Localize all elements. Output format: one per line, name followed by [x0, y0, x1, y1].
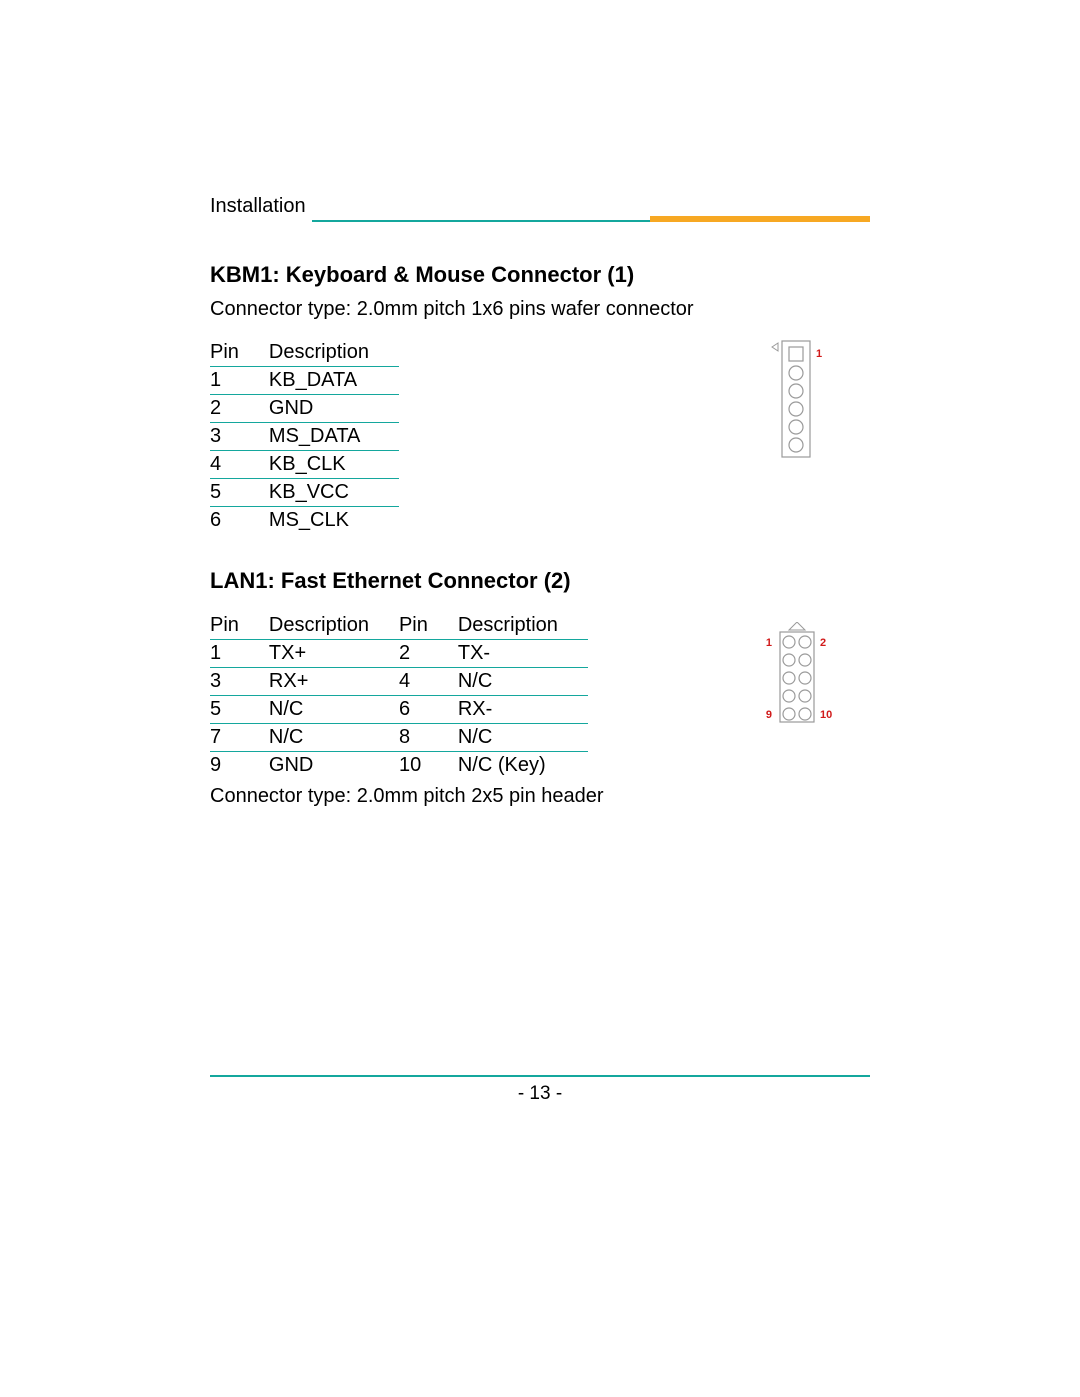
cell-pin: 5 [210, 696, 269, 724]
table-header-row: Pin Description Pin Description [210, 612, 588, 640]
header-rule-orange [650, 216, 870, 222]
footer-rule [210, 1075, 870, 1077]
table-row: 2 GND [210, 395, 399, 423]
col-pin: Pin [399, 612, 458, 640]
cell-desc: MS_DATA [269, 423, 399, 451]
section2-subtext: Connector type: 2.0mm pitch 2x5 pin head… [210, 785, 870, 808]
section1-content: Pin Description 1 KB_DATA 2 GND 3 MS_DAT… [210, 339, 870, 534]
table-row: 3 MS_DATA [210, 423, 399, 451]
cell-pin: 2 [399, 640, 458, 668]
section1-heading: KBM1: Keyboard & Mouse Connector (1) [210, 262, 870, 288]
page-header: Installation [210, 195, 870, 222]
section2-content: Pin Description Pin Description 1 TX+ 2 … [210, 612, 870, 779]
cell-pin: 1 [210, 640, 269, 668]
table-row: 1 KB_DATA [210, 367, 399, 395]
table-row: 7 N/C 8 N/C [210, 724, 588, 752]
cell-desc: KB_VCC [269, 479, 399, 507]
page: Installation KBM1: Keyboard & Mouse Conn… [0, 0, 1080, 1397]
pin1-label: 1 [816, 348, 822, 360]
col-pin: Pin [210, 612, 269, 640]
cell-pin: 4 [399, 668, 458, 696]
lan1-diagram: 1 2 9 10 [760, 622, 870, 747]
table-row: 3 RX+ 4 N/C [210, 668, 588, 696]
cell-pin: 4 [210, 451, 269, 479]
kbm1-pin-table: Pin Description 1 KB_DATA 2 GND 3 MS_DAT… [210, 339, 399, 534]
cell-pin: 5 [210, 479, 269, 507]
pin-label-tr: 2 [820, 637, 826, 649]
table-row: 1 TX+ 2 TX- [210, 640, 588, 668]
section2-heading: LAN1: Fast Ethernet Connector (2) [210, 568, 870, 594]
lan1-pin-table: Pin Description Pin Description 1 TX+ 2 … [210, 612, 588, 779]
table-header-row: Pin Description [210, 339, 399, 367]
cell-desc: N/C [269, 696, 399, 724]
cell-pin: 9 [210, 752, 269, 780]
table-row: 9 GND 10 N/C (Key) [210, 752, 588, 780]
cell-desc: N/C (Key) [458, 752, 588, 780]
cell-desc: N/C [269, 724, 399, 752]
cell-desc: KB_DATA [269, 367, 399, 395]
col-desc: Description [269, 612, 399, 640]
cell-pin: 2 [210, 395, 269, 423]
cell-desc: MS_CLK [269, 507, 399, 535]
cell-desc: GND [269, 752, 399, 780]
cell-pin: 6 [210, 507, 269, 535]
col-desc: Description [458, 612, 588, 640]
cell-desc: RX+ [269, 668, 399, 696]
cell-desc: N/C [458, 668, 588, 696]
header-label: Installation [210, 195, 306, 222]
pin-header-icon: 1 2 9 10 [760, 622, 850, 742]
kbm1-diagram: 1 [770, 339, 870, 474]
cell-desc: KB_CLK [269, 451, 399, 479]
cell-pin: 7 [210, 724, 269, 752]
page-number: - 13 - [0, 1083, 1080, 1105]
col-desc: Description [269, 339, 399, 367]
cell-pin: 1 [210, 367, 269, 395]
table-row: 6 MS_CLK [210, 507, 399, 535]
cell-desc: GND [269, 395, 399, 423]
header-rule [312, 220, 870, 222]
table-row: 5 KB_VCC [210, 479, 399, 507]
pin-label-tl: 1 [766, 637, 772, 649]
cell-desc: TX- [458, 640, 588, 668]
pin-label-bl: 9 [766, 709, 772, 721]
section1-subtext: Connector type: 2.0mm pitch 1x6 pins waf… [210, 298, 870, 321]
cell-desc: N/C [458, 724, 588, 752]
table-row: 4 KB_CLK [210, 451, 399, 479]
cell-desc: TX+ [269, 640, 399, 668]
cell-desc: RX- [458, 696, 588, 724]
wafer-connector-icon: 1 [770, 339, 830, 469]
cell-pin: 8 [399, 724, 458, 752]
cell-pin: 3 [210, 668, 269, 696]
col-pin: Pin [210, 339, 269, 367]
table-row: 5 N/C 6 RX- [210, 696, 588, 724]
pin-label-br: 10 [820, 709, 832, 721]
cell-pin: 3 [210, 423, 269, 451]
cell-pin: 6 [399, 696, 458, 724]
cell-pin: 10 [399, 752, 458, 780]
